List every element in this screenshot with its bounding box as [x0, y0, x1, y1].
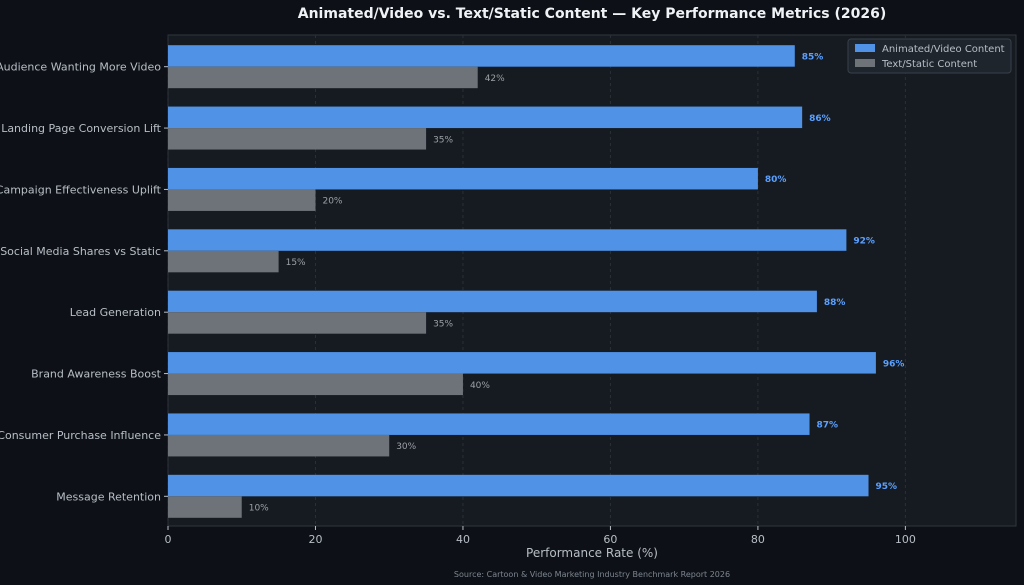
chart-title: Animated/Video vs. Text/Static Content —…	[298, 6, 887, 22]
source-note: Source: Cartoon & Video Marketing Indust…	[454, 570, 730, 579]
data-label-animated-video: 88%	[824, 298, 846, 308]
y-tick-label: Landing Page Conversion Lift	[1, 122, 161, 135]
legend-swatch-text-static	[855, 59, 875, 67]
x-tick-label: 20	[308, 533, 322, 546]
data-labels: 85% 42% 86% 35% 80% 20% 92% 15% 88% 35% 96% 40% 87% 3…	[249, 52, 905, 513]
bar-animated-video	[168, 106, 803, 129]
legend-swatch-animated-video	[855, 44, 875, 52]
bar-animated-video	[168, 290, 817, 313]
data-label-animated-video: 96%	[883, 359, 905, 369]
y-tick-label: Lead Generation	[70, 306, 161, 319]
bar-text-static	[168, 373, 463, 396]
data-label-text-static: 10%	[249, 504, 269, 514]
y-tick-label: Audience Wanting More Video	[0, 61, 161, 74]
x-tick-label: 100	[895, 533, 916, 546]
x-tick-label: 60	[603, 533, 617, 546]
bar-animated-video	[168, 229, 847, 251]
bar-text-static	[168, 189, 316, 211]
y-tick-label: Brand Awareness Boost	[31, 368, 162, 381]
data-label-animated-video: 95%	[876, 482, 898, 492]
data-label-animated-video: 92%	[853, 237, 875, 247]
bar-animated-video	[168, 352, 876, 374]
data-label-animated-video: 86%	[809, 114, 831, 124]
x-tick-label: 0	[165, 533, 172, 546]
data-label-text-static: 40%	[470, 381, 490, 391]
x-axis-ticks: 0 20 40 60 80 100	[165, 526, 916, 546]
data-label-text-static: 20%	[322, 197, 342, 207]
x-tick-label: 40	[456, 533, 470, 546]
legend-label-animated-video: Animated/Video Content	[882, 44, 1005, 55]
y-tick-label: Message Retention	[56, 490, 161, 503]
y-tick-label: Social Media Shares vs Static	[0, 245, 161, 258]
legend-label-text-static: Text/Static Content	[881, 59, 977, 70]
bars	[168, 45, 876, 518]
bar-animated-video	[168, 474, 869, 497]
y-tick-label: Campaign Effectiveness Uplift	[0, 183, 162, 196]
x-tick-label: 80	[751, 533, 765, 546]
data-label-text-static: 42%	[485, 74, 505, 84]
y-axis-ticks: Audience Wanting More Video Landing Page …	[0, 61, 168, 503]
bar-text-static	[168, 434, 390, 457]
data-label-text-static: 30%	[396, 442, 416, 452]
bar-text-static	[168, 496, 242, 518]
data-label-text-static: 35%	[433, 319, 453, 329]
legend: Animated/Video Content Text/Static Conten…	[847, 38, 1012, 74]
bar-text-static	[168, 128, 427, 150]
bar-text-static	[168, 250, 279, 273]
y-tick-label: Consumer Purchase Influence	[0, 429, 161, 442]
bar-animated-video	[168, 45, 795, 67]
x-axis-label: Performance Rate (%)	[526, 546, 658, 560]
legend-box	[847, 38, 1012, 74]
data-label-text-static: 15%	[286, 258, 306, 268]
data-label-animated-video: 85%	[802, 52, 824, 62]
data-label-animated-video: 80%	[765, 175, 787, 185]
bar-text-static	[168, 312, 427, 334]
bar-animated-video	[168, 167, 758, 190]
data-label-text-static: 35%	[433, 135, 453, 145]
bar-animated-video	[168, 413, 810, 435]
bar-text-static	[168, 66, 478, 89]
data-label-animated-video: 87%	[817, 421, 839, 431]
